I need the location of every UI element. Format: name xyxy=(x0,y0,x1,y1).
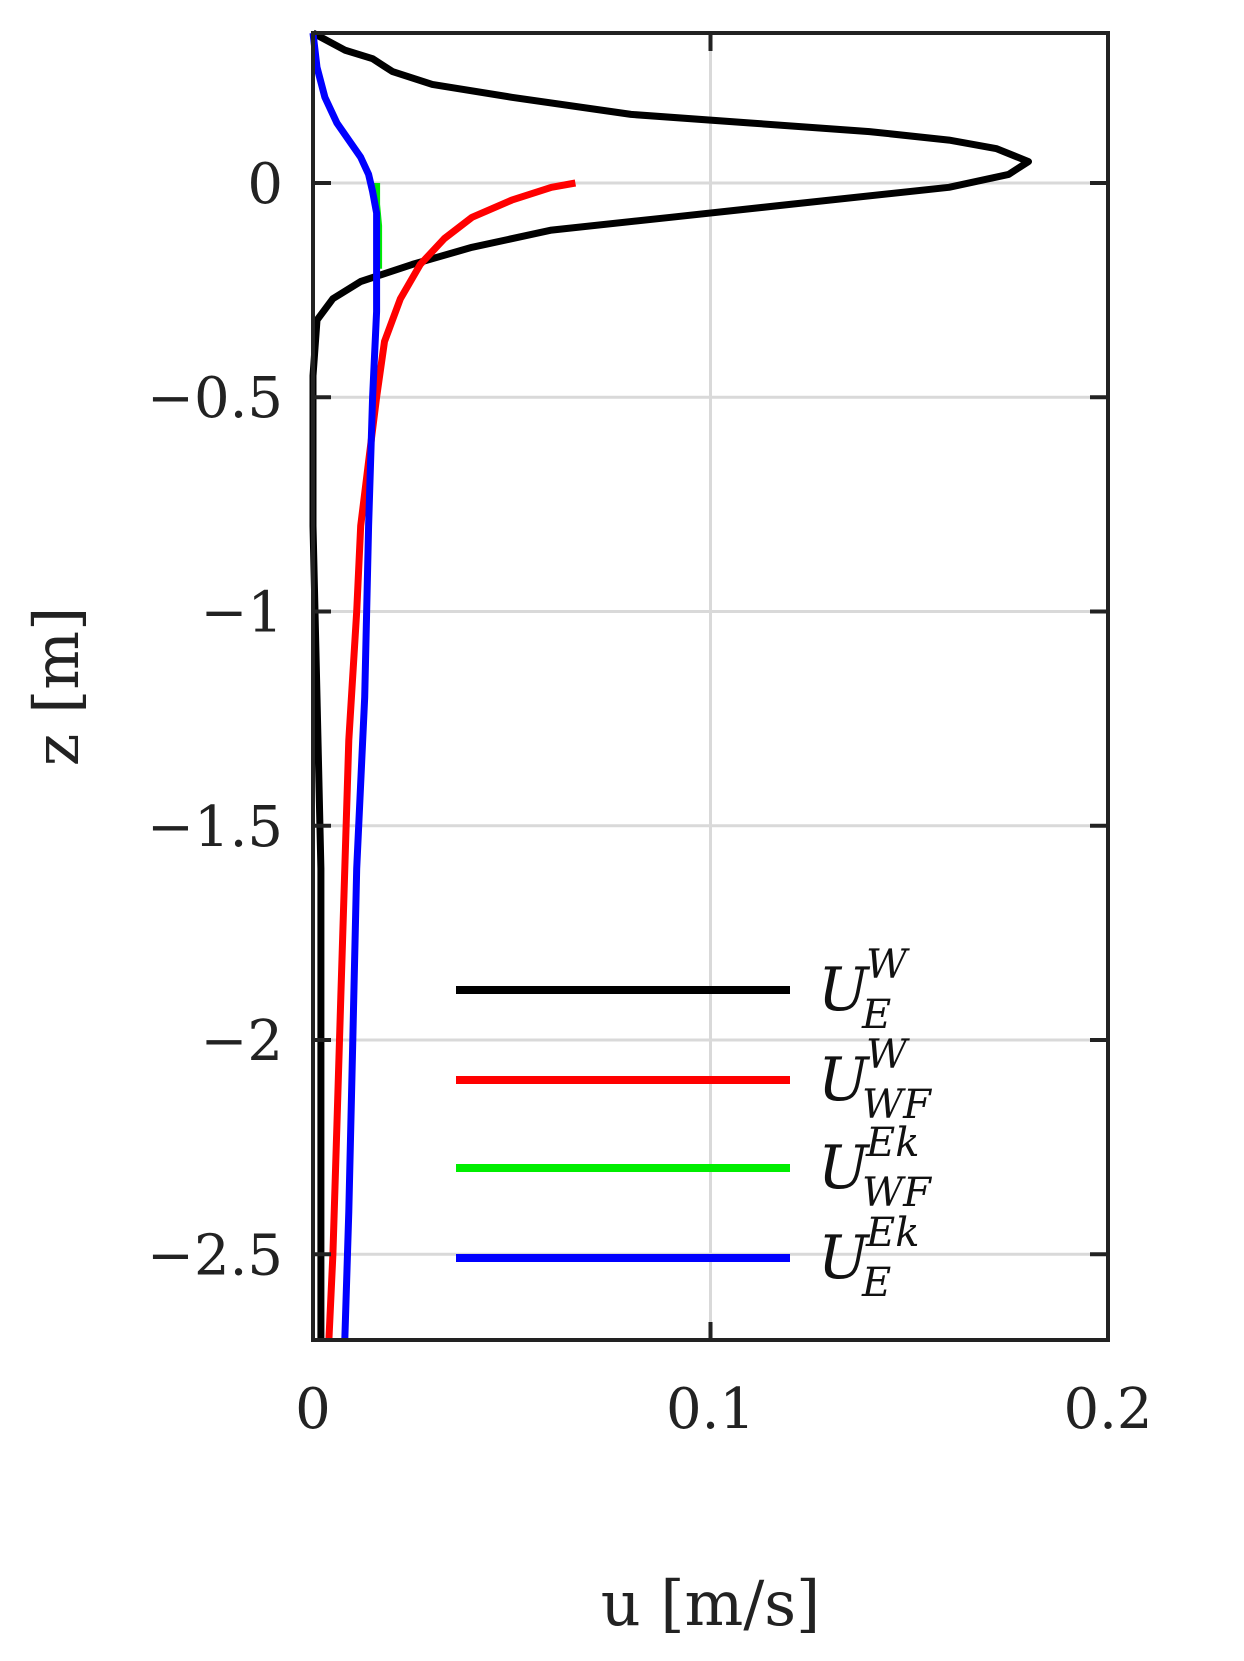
legend-label-sub-2: WF xyxy=(862,1170,932,1216)
series-line-3 xyxy=(309,32,381,1341)
grid xyxy=(311,33,1110,1340)
legend-label-1: U xyxy=(818,1045,871,1115)
legend-label-sup-0: W xyxy=(866,942,910,988)
legend-label-sup-3: Ek xyxy=(865,1210,919,1256)
ticks xyxy=(311,33,1110,1340)
legend-label-sup-2: Ek xyxy=(865,1120,919,1166)
y-tick-label: −2 xyxy=(200,1009,283,1074)
y-tick-label: −2.5 xyxy=(147,1223,283,1288)
y-tick-label: −0.5 xyxy=(147,366,283,431)
x-tick-label: 0.2 xyxy=(1063,1377,1152,1442)
x-tick-label: 0.1 xyxy=(666,1377,755,1442)
legend-label-sup-1: W xyxy=(866,1032,910,1078)
series-lines xyxy=(309,29,1032,1341)
series-line-0 xyxy=(309,29,1032,1340)
legend-label-0: U xyxy=(818,955,871,1025)
y-tick-label: −1 xyxy=(200,581,283,646)
legend-label-sub-3: E xyxy=(861,1260,891,1306)
legend-label-sub-1: WF xyxy=(862,1082,932,1128)
legend-label-2: U xyxy=(818,1133,871,1203)
x-tick-label: 0 xyxy=(295,1377,331,1442)
y-tick-label: −1.5 xyxy=(147,795,283,860)
y-tick-label: 0 xyxy=(247,152,283,217)
tick-labels: 0 0.1 0.2 0 −0.5 −1 −1.5 −2 −2.5 xyxy=(147,152,1153,1442)
y-axis-label: z [m] xyxy=(20,607,93,767)
legend-label-sub-0: E xyxy=(861,992,891,1038)
legend-label-3: U xyxy=(818,1223,871,1293)
x-axis-label: u [m/s] xyxy=(601,1567,821,1640)
